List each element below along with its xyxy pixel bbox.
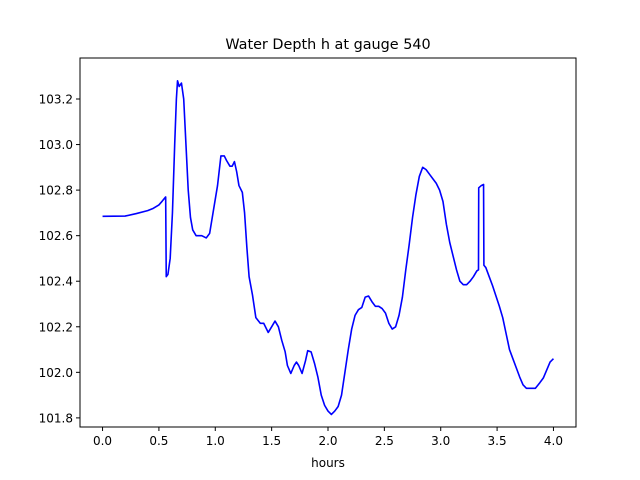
x-tick-label: 1.0: [206, 434, 225, 448]
y-tick-label: 103.2: [39, 93, 73, 107]
x-axis-label: hours: [311, 456, 345, 470]
x-tick-label: 3.0: [431, 434, 450, 448]
x-tick-label: 4.0: [544, 434, 563, 448]
y-tick-label: 102.6: [39, 229, 73, 243]
x-tick-label: 2.5: [375, 434, 394, 448]
x-tick-label: 0.0: [93, 434, 112, 448]
y-tick-label: 103.0: [39, 138, 73, 152]
y-tick-label: 102.0: [39, 366, 73, 380]
x-tick-label: 2.0: [318, 434, 337, 448]
y-axis: 101.8 102.0 102.2 102.4 102.6 102.8 103.0 103.2: [39, 93, 80, 425]
x-tick-label: 3.5: [488, 434, 507, 448]
y-tick-label: 101.8: [39, 411, 73, 425]
plot-frame: [79, 57, 577, 428]
y-tick-label: 102.8: [39, 184, 73, 198]
chart-title: Water Depth h at gauge 540: [225, 37, 430, 53]
x-axis: 0.0 0.5 1.0 1.5 2.0 2.5 3.0 3.5 4.0: [93, 427, 563, 448]
y-tick-label: 102.2: [39, 320, 73, 334]
plot-area: [79, 57, 577, 428]
y-tick-label: 102.4: [39, 275, 73, 289]
x-tick-label: 1.5: [262, 434, 281, 448]
x-tick-label: 0.5: [149, 434, 168, 448]
series-line: [102, 79, 555, 416]
